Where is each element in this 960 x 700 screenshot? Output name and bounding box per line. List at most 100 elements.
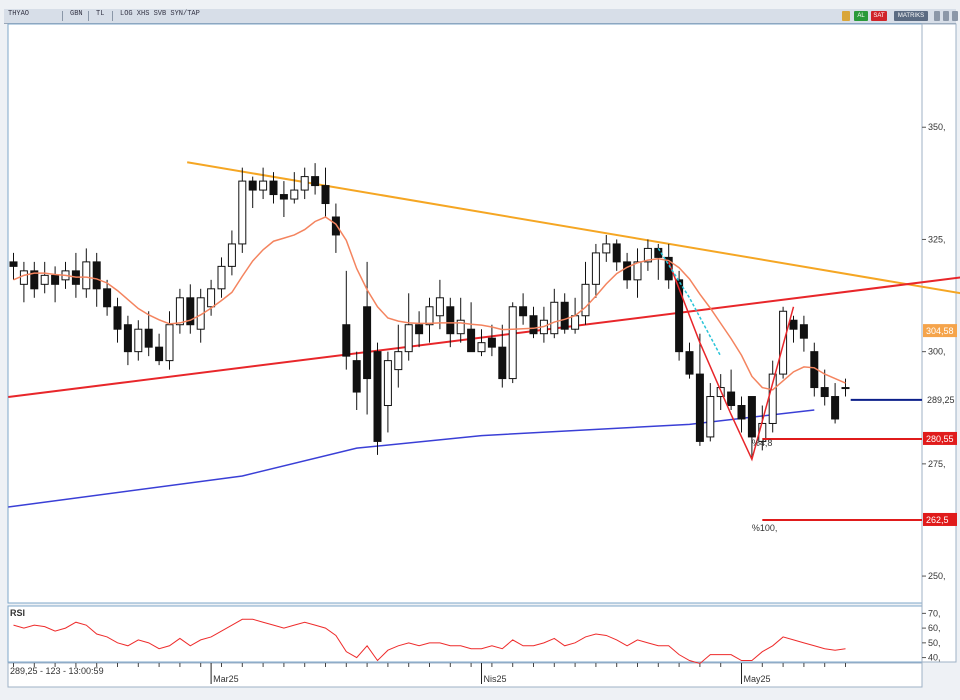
candle-body	[238, 180, 247, 245]
price-level-tag	[923, 431, 957, 445]
candle-body	[217, 265, 226, 290]
alert-icon[interactable]	[842, 11, 850, 21]
candle-body	[279, 194, 288, 200]
candle-body	[363, 306, 372, 380]
zigzag-red-line	[668, 261, 795, 462]
moving-average-line	[13, 216, 846, 391]
candle-body	[248, 180, 257, 191]
candle-body	[113, 306, 122, 330]
candle-body	[602, 243, 611, 254]
candle-body	[685, 351, 694, 375]
rsi-tick-label: 70,	[928, 608, 941, 618]
candle-body	[373, 351, 382, 442]
candle-body	[643, 247, 652, 263]
y-tick-label: 275,	[928, 459, 946, 469]
candle-body	[747, 396, 756, 438]
y-tick-label: 300,	[928, 347, 946, 357]
candle-body	[227, 243, 236, 267]
price-level-tag-label: 262,5	[926, 515, 949, 525]
candle-body	[9, 261, 18, 267]
rsi-tick-label: 50,	[928, 638, 941, 648]
candle-body	[259, 180, 268, 191]
candle-body	[92, 261, 101, 290]
y-tick-label: 325,	[928, 234, 946, 244]
period-selector[interactable]: GBN	[70, 10, 83, 18]
symbol-label[interactable]: THYAO	[8, 10, 30, 18]
toolbar-menu[interactable]: LOG XHS SVB SYN/TAP	[120, 10, 200, 18]
candle-body	[425, 306, 434, 326]
candle-body	[404, 324, 413, 353]
candle-body	[675, 279, 684, 353]
close-icon[interactable]	[952, 11, 958, 21]
candle-body	[487, 337, 496, 348]
candle-body	[30, 270, 39, 290]
x-month-label: Mar25	[213, 674, 239, 684]
rsi-tick-label: 60,	[928, 623, 941, 633]
maximize-icon[interactable]	[943, 11, 949, 21]
candle-body	[737, 405, 746, 420]
status-readout: 289,25 - 123 - 13:00:59	[10, 666, 104, 676]
candle-body	[321, 185, 330, 205]
price-panel	[7, 23, 923, 604]
candle-body	[560, 301, 569, 330]
candle-body	[435, 297, 444, 317]
candle-body	[467, 328, 476, 353]
candle-body	[706, 396, 715, 438]
price-level-tag	[923, 512, 957, 526]
candle-body	[290, 189, 299, 200]
candle-body	[820, 387, 829, 398]
y-tick-label: 250,	[928, 571, 946, 581]
matriks-button[interactable]: MATRIKS	[894, 11, 928, 21]
candle-body	[165, 324, 174, 362]
fibonacci-label: %100,	[752, 523, 778, 533]
y-tick-label: 350,	[928, 122, 946, 132]
rsi-line	[13, 618, 846, 665]
y-axis-panel	[921, 23, 957, 663]
candle-body	[186, 297, 195, 326]
candle-body	[550, 301, 559, 335]
candle-body	[311, 176, 320, 187]
rsi-panel	[7, 605, 923, 663]
candle-body	[612, 243, 621, 263]
support-trendline[interactable]	[8, 273, 960, 398]
candle-body	[591, 252, 600, 285]
toolbar-divider	[62, 11, 63, 21]
fibonacci-label: %4,8	[752, 438, 773, 448]
minimize-icon[interactable]	[934, 11, 940, 21]
candle-body	[51, 274, 60, 285]
rsi-label: RSI	[10, 608, 25, 618]
candle-body	[134, 328, 143, 353]
zigzag-cyan-line	[657, 248, 722, 357]
candle-body	[19, 270, 28, 285]
candle-body	[383, 360, 392, 407]
candle-body	[300, 176, 309, 191]
candle-body	[82, 261, 91, 290]
toolbar-divider	[112, 11, 113, 21]
candle-body	[352, 360, 361, 393]
candle-body	[841, 387, 850, 390]
currency-selector[interactable]: TL	[96, 10, 105, 18]
candle-body	[394, 351, 403, 371]
candle-body	[331, 216, 340, 236]
buy-button[interactable]: AL	[854, 11, 868, 21]
candle-body	[789, 319, 798, 330]
candle-body	[831, 396, 840, 420]
candle-body	[571, 315, 580, 330]
candle-body	[519, 306, 528, 317]
x-month-label: Nis25	[484, 674, 507, 684]
candle-body	[529, 315, 538, 335]
resistance-trendline[interactable]	[187, 161, 960, 299]
candle-body	[477, 342, 486, 353]
candle-body	[727, 391, 736, 407]
current-price-label: 289,25	[927, 395, 955, 405]
price-level-tag-label: 280,55	[926, 434, 954, 444]
sell-button[interactable]: SAT	[871, 11, 887, 21]
candle-body	[456, 319, 465, 335]
candle-body	[498, 346, 507, 380]
candle-body	[144, 328, 153, 348]
price-level-tag	[923, 324, 957, 338]
candle-body	[175, 297, 184, 326]
candle-body	[581, 283, 590, 317]
